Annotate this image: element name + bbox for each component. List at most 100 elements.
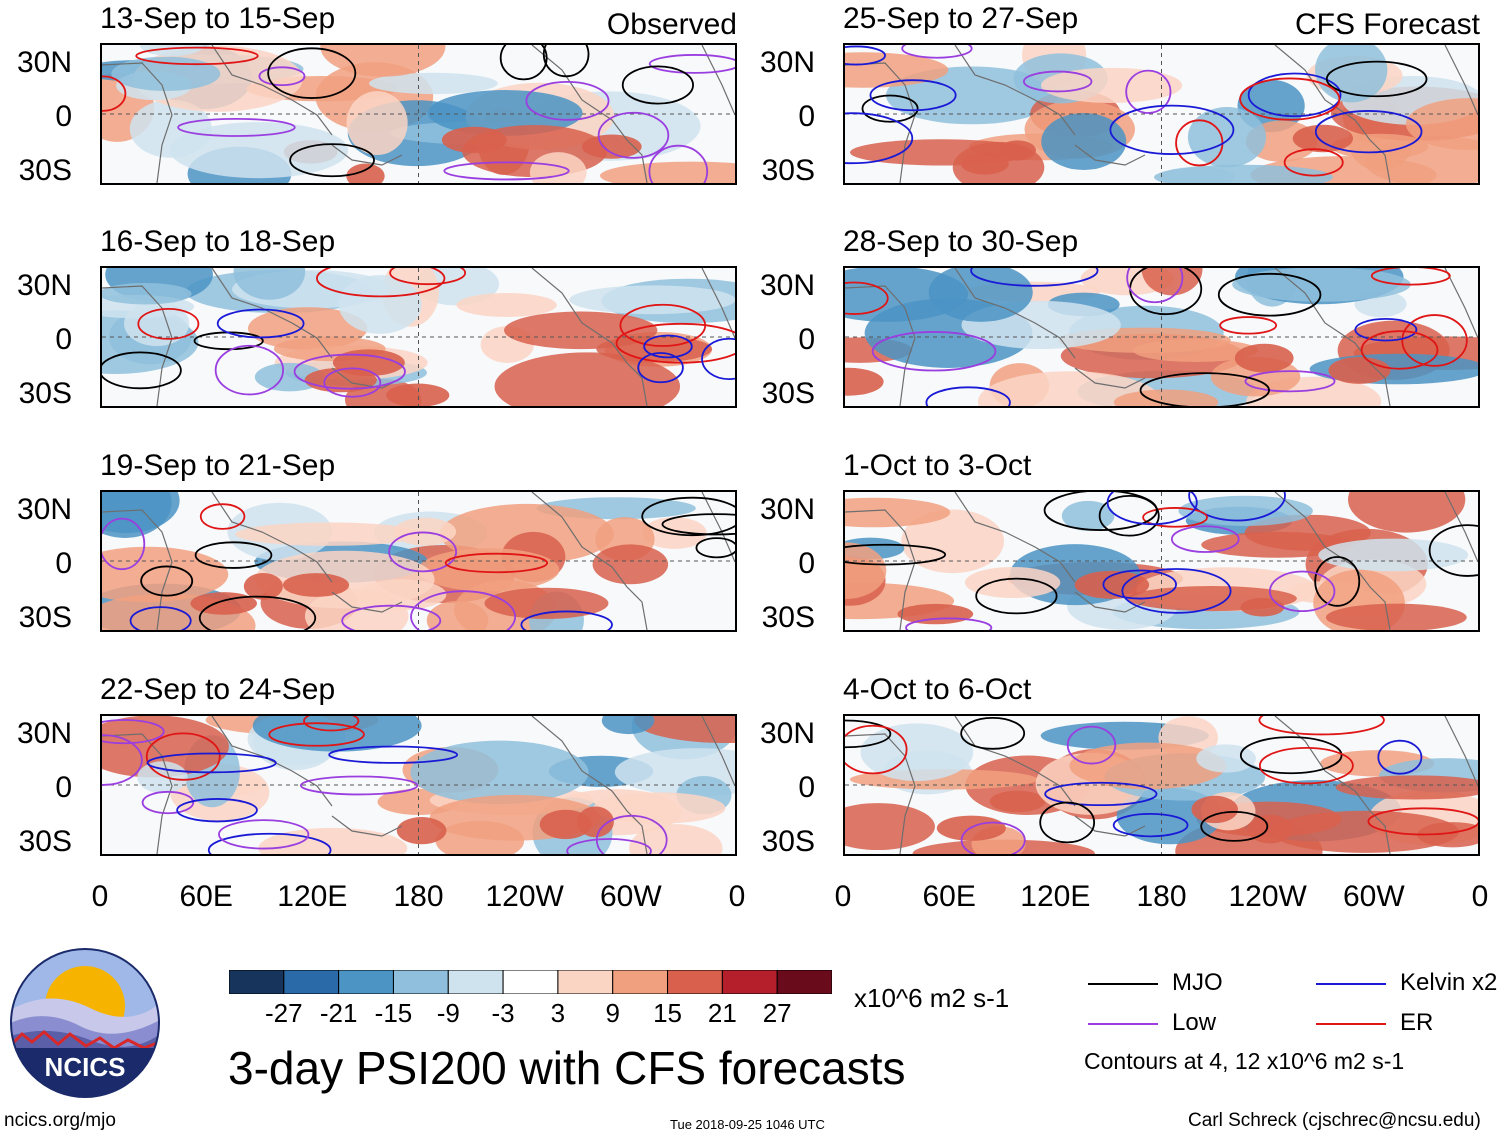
- footer-url[interactable]: ncics.org/mjo: [4, 1110, 116, 1131]
- mjo-contour: [1098, 494, 1160, 537]
- negative-anomaly: [233, 268, 306, 300]
- kelvin-contour: [207, 832, 332, 854]
- panel-title: 28-Sep to 30-Sep: [843, 225, 1079, 258]
- legend-line-swatch: [1088, 983, 1158, 985]
- lat-tick-label: 0: [798, 100, 815, 133]
- mjo-contour: [975, 577, 1058, 615]
- colorbar-swatch: [338, 969, 394, 995]
- positive-anomaly: [484, 587, 609, 619]
- lon-tick-label: 0: [91, 880, 109, 913]
- strong-anomaly-core: [581, 134, 642, 159]
- mjo-contour: [1200, 811, 1269, 842]
- low-contour: [102, 734, 143, 786]
- map-field: [102, 716, 735, 854]
- low-contour: [960, 821, 1026, 854]
- map-field: [845, 268, 1478, 406]
- low-contour: [648, 144, 709, 183]
- er-contour: [199, 503, 246, 530]
- positive-anomaly: [845, 803, 935, 851]
- low-contour: [871, 331, 997, 372]
- lat-tick-label: 30N: [16, 269, 72, 302]
- strong-anomaly-core: [190, 592, 257, 615]
- positive-anomaly: [102, 546, 229, 603]
- panel-title: 25-Sep to 27-Sep: [843, 2, 1079, 35]
- ncics-logo: NCICS: [10, 948, 160, 1098]
- er-contour: [1367, 807, 1478, 836]
- mjo-contour: [102, 351, 182, 390]
- er-contour: [145, 732, 221, 781]
- colorbar-tick-label: 21: [707, 998, 737, 1028]
- strong-anomaly-core: [1191, 795, 1239, 824]
- low-contour: [1170, 525, 1240, 553]
- low-contour: [214, 344, 285, 396]
- streamfunction-map: [843, 490, 1480, 632]
- colorbar-tick-label: -3: [491, 998, 515, 1028]
- strong-anomaly-core: [1240, 597, 1285, 617]
- low-contour: [141, 790, 195, 815]
- mjo-contour: [499, 45, 548, 81]
- positive-anomaly: [1040, 67, 1183, 103]
- lat-tick-label: 30S: [18, 377, 72, 410]
- lat-tick-label: 0: [798, 547, 815, 580]
- negative-anomaly: [338, 275, 422, 334]
- negative-anomaly: [169, 122, 349, 179]
- positive-anomaly: [529, 152, 587, 183]
- lon-tick-label: 60E: [922, 880, 976, 913]
- streamfunction-map: [100, 714, 737, 856]
- kelvin-contour: [216, 308, 305, 339]
- low-contour: [1126, 268, 1184, 304]
- lat-tick-label: 30S: [18, 825, 72, 858]
- strong-anomaly-core: [332, 349, 405, 376]
- streamfunction-map: [100, 490, 737, 632]
- kelvin-contour: [1314, 110, 1423, 154]
- colorbar-swatch: [612, 969, 669, 995]
- lon-tick-label: 180: [393, 880, 444, 913]
- colorbar-swatch: [447, 969, 504, 995]
- negative-anomaly: [1178, 495, 1313, 526]
- low-contour: [102, 719, 165, 745]
- negative-anomaly: [569, 285, 735, 315]
- strong-anomaly-core: [386, 383, 450, 406]
- lon-tick-label: 120W: [485, 880, 564, 913]
- colorbar-swatches: [228, 969, 833, 995]
- kelvin-contour: [1377, 739, 1423, 775]
- er-contour: [389, 268, 467, 286]
- low-contour: [566, 838, 652, 854]
- low-contour: [341, 604, 442, 630]
- streamfunction-map: [100, 43, 737, 185]
- negative-anomaly: [427, 90, 583, 136]
- kelvin-contour: [146, 752, 277, 774]
- lon-tick-label: 0: [728, 880, 746, 913]
- coastlines: [102, 268, 735, 406]
- mjo-contour: [542, 45, 590, 78]
- negative-anomaly: [1232, 268, 1411, 302]
- positive-anomaly: [845, 497, 951, 528]
- lat-tick-label: 30N: [759, 269, 815, 302]
- strong-anomaly-core: [1074, 570, 1150, 599]
- coastlines: [845, 716, 1478, 854]
- low-contour: [1244, 370, 1336, 393]
- positive-anomaly: [629, 824, 723, 854]
- negative-anomaly: [254, 362, 324, 392]
- low-contour: [323, 367, 382, 398]
- positive-anomaly: [845, 52, 949, 88]
- positive-anomaly: [1271, 810, 1460, 853]
- colorbar-tick-label: -27: [265, 998, 303, 1028]
- lat-tick-label: 0: [55, 100, 72, 133]
- lon-tick-label: 60W: [1342, 880, 1405, 913]
- mjo-contour: [289, 143, 375, 178]
- strong-anomaly-core: [396, 817, 447, 845]
- streamfunction-map: [843, 266, 1480, 408]
- positive-anomaly: [901, 509, 1005, 574]
- mjo-contour: [1217, 272, 1322, 317]
- panel-source-tag: CFS Forecast: [1294, 8, 1480, 41]
- footer-timestamp: Tue 2018-09-25 1046 UTC: [670, 1117, 825, 1132]
- legend-line-swatch: [1316, 1023, 1386, 1025]
- positive-anomaly: [320, 45, 446, 77]
- low-contour: [388, 531, 458, 573]
- positive-anomaly: [599, 161, 735, 183]
- streamfunction-map: [100, 266, 737, 408]
- strong-anomaly-core: [999, 140, 1037, 161]
- kelvin-contour: [1044, 781, 1158, 807]
- mjo-contour: [661, 513, 735, 536]
